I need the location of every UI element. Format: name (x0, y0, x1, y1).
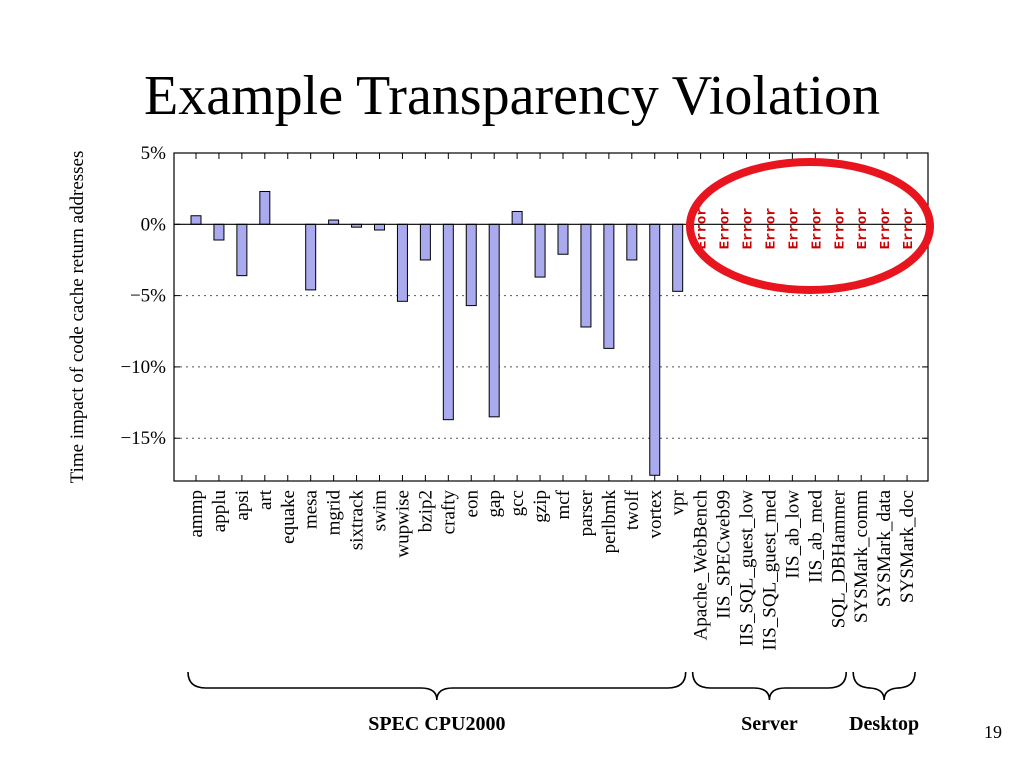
group-labels: SPEC CPU2000 Server Desktop (368, 713, 919, 735)
y-tick-labels: 5% 0% −5% −10% −15% (120, 143, 166, 449)
bar-bzip2 (419, 223, 431, 261)
bar-wupwise (396, 223, 408, 302)
x-tick-label: IIS_ab_med (805, 490, 826, 583)
group-brace (187, 671, 687, 701)
slide-number: 19 (984, 722, 1002, 742)
y-tick-label: −15% (120, 428, 166, 449)
bar-apsi (236, 223, 248, 277)
x-tick-label: crafty (438, 490, 459, 535)
x-tick-label: eon (461, 490, 482, 518)
error-label: Error (741, 207, 757, 249)
bar-gcc (511, 210, 523, 225)
bar-vortex (649, 223, 661, 476)
group-brace (852, 671, 916, 701)
group-brace (691, 671, 848, 701)
x-tick-label: IIS_ab_low (782, 490, 803, 579)
x-tick-label: IIS_SQL_guest_med (759, 490, 780, 651)
error-label: Error (901, 207, 917, 249)
group-label: SPEC CPU2000 (368, 713, 505, 735)
x-tick-label: parser (576, 489, 597, 536)
bar-ammp (190, 215, 202, 225)
x-tick-label: mesa (301, 489, 322, 529)
group-label: Desktop (849, 713, 919, 735)
x-tick-label: gzip (530, 490, 551, 523)
x-tick-label: apsi (232, 490, 253, 521)
x-tick-label: gap (484, 490, 505, 517)
x-tick-label: SYSMark_comm (851, 490, 872, 623)
error-label: Error (832, 207, 848, 249)
group-label: Server (741, 713, 798, 735)
x-tick-label: twolf (622, 489, 643, 530)
error-highlight-ellipse (686, 158, 934, 294)
error-labels: Error Error Error Error Error Error Error Error… (695, 207, 917, 249)
x-tick-label: SYSMark_doc (897, 490, 918, 603)
y-tick-label: 5% (141, 143, 167, 164)
bar-parser (580, 223, 592, 328)
x-tick-label: IIS_SQL_guest_low (737, 490, 758, 647)
x-tick-label: SQL_DBHammer (828, 489, 849, 628)
error-label: Error (878, 207, 894, 249)
x-tick-label: applu (209, 490, 230, 533)
bars (190, 191, 684, 476)
bar-vpr (672, 223, 684, 292)
error-label: Error (809, 207, 825, 249)
y-tick-label: 0% (141, 214, 167, 235)
x-tick-label: mgrid (324, 490, 345, 536)
y-tick-label: −5% (130, 286, 166, 307)
x-tick-label: Apache_WebBench (691, 490, 712, 641)
bar-art (259, 191, 271, 225)
bar-crafty (442, 223, 454, 421)
grid-lines (174, 295, 928, 439)
bar-perlbmk (603, 223, 615, 349)
x-tick-label: SYSMark_data (874, 489, 895, 607)
x-tick-label: swim (370, 490, 391, 531)
plot-frame (173, 152, 929, 482)
axis-ticks (174, 152, 928, 481)
group-braces (187, 671, 916, 701)
x-tick-label: gcc (507, 490, 528, 516)
bar-applu (213, 223, 225, 241)
slide-title: Example Transparency Violation (144, 65, 880, 127)
x-tick-label: mcf (553, 489, 574, 519)
error-label: Error (855, 207, 871, 249)
y-axis-label: Time impact of code cache return address… (67, 151, 88, 484)
bar-mgrid (328, 219, 340, 225)
bar-swim (374, 223, 385, 231)
x-tick-label: IIS_SPECweb99 (714, 490, 735, 619)
y-tick-label: −10% (120, 357, 166, 378)
error-label: Error (763, 207, 779, 249)
error-label: Error (695, 207, 711, 249)
bar-gap (488, 223, 500, 418)
x-tick-labels: ammp applu apsi art equake mesa mgrid sixtrack s… (186, 489, 918, 650)
bar-gzip (534, 223, 546, 278)
x-tick-label: bzip2 (415, 490, 436, 532)
x-tick-label: vpr (668, 489, 689, 515)
x-tick-label: wupwise (392, 490, 413, 558)
bar-mesa (305, 223, 317, 291)
x-tick-label: ammp (186, 490, 207, 538)
x-tick-label: sixtrack (347, 490, 368, 551)
error-label: Error (718, 207, 734, 249)
x-tick-label: perlbmk (599, 490, 620, 554)
bar-mcf (557, 223, 569, 255)
x-tick-label: art (255, 489, 276, 510)
x-tick-label: equake (278, 490, 299, 544)
error-label: Error (786, 207, 802, 249)
bar-twolf (626, 223, 638, 261)
x-tick-label: vortex (645, 490, 666, 539)
bar-eon (465, 223, 477, 307)
